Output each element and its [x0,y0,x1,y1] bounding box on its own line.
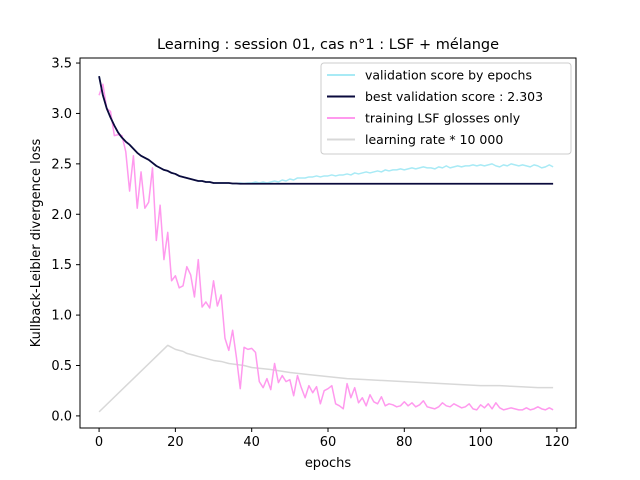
legend-entry-label: training LSF glosses only [365,111,521,126]
x-tick-label: 60 [320,435,337,450]
y-axis: 0.0 0.5 1.0 1.5 2.0 2.5 3.0 3.5 [51,57,80,424]
y-tick-label: 3.5 [51,57,72,72]
x-tick-label: 100 [468,435,493,450]
y-axis-label: Kullback-Leibler divergence loss [29,139,44,348]
legend-frame [320,62,572,155]
x-axis: 0 20 40 60 80 100 120 [95,428,569,450]
y-tick-label: 3.0 [51,107,72,122]
y-tick-label: 2.5 [51,157,72,172]
legend-entry-label: validation score by epochs [365,68,532,83]
series-line-learning-rate-10-000 [98,344,554,413]
y-tick-label: 1.5 [51,258,72,273]
x-axis-label: epochs [305,456,352,471]
legend-entry-label: learning rate * 10 000 [365,132,503,147]
x-tick-label: 120 [545,435,570,450]
series-line-best-validation-score-2-303 [98,75,554,185]
legend: validation score by epochs best validatio… [320,62,572,155]
x-tick-label: 80 [396,435,413,450]
y-tick-label: 1.0 [51,309,72,324]
series-line-training-lsf-glosses-only [98,83,554,411]
chart-title: Learning : session 01, cas n°1 : LSF + m… [157,37,499,53]
x-tick-label: 20 [167,435,184,450]
y-tick-label: 0.5 [51,359,72,374]
series-layer [98,75,554,413]
y-tick-label: 2.0 [51,208,72,223]
x-tick-label: 0 [95,435,103,450]
y-tick-label: 0.0 [51,409,72,424]
plot-area [79,57,577,429]
x-tick-label: 40 [243,435,260,450]
legend-entry-label: best validation score : 2.303 [365,89,543,104]
